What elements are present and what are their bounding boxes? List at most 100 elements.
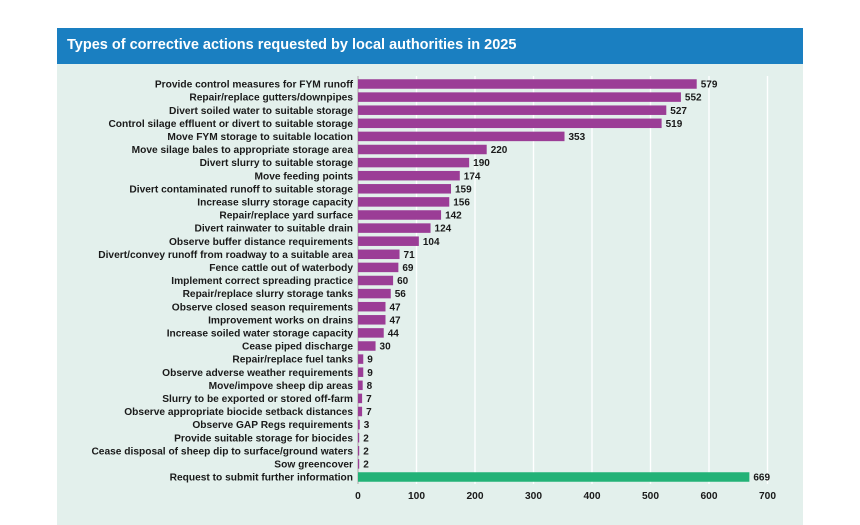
bar	[358, 354, 364, 364]
bar	[358, 315, 386, 325]
bar	[358, 170, 460, 181]
bar	[358, 406, 363, 417]
x-tick-label: 500	[642, 491, 659, 502]
value-label: 44	[388, 329, 400, 340]
value-label: 174	[464, 171, 481, 182]
bar	[358, 380, 363, 391]
bar	[358, 249, 400, 260]
category-label: Observe GAP Regs requirements	[192, 420, 353, 431]
category-label: Move silage bales to appropriate storage…	[132, 145, 354, 156]
x-tick-label: 700	[759, 491, 776, 502]
bar	[358, 288, 391, 299]
value-label: 552	[685, 93, 702, 104]
bar	[358, 131, 565, 142]
x-tick-label: 200	[467, 491, 484, 502]
category-label: Observe appropriate biocide setback dist…	[124, 407, 353, 418]
bar	[358, 419, 360, 430]
category-label: Provide control measures for FYM runoff	[155, 80, 354, 91]
bar	[358, 367, 364, 377]
x-tick-label: 400	[584, 491, 601, 502]
bar	[358, 105, 667, 115]
value-label: 220	[491, 145, 508, 156]
value-label: 579	[701, 80, 718, 91]
category-label: Divert rainwater to suitable drain	[194, 224, 353, 235]
bar	[358, 223, 431, 233]
bar	[358, 301, 386, 312]
value-label: 669	[753, 473, 770, 484]
category-label: Increase slurry storage capacity	[197, 198, 353, 209]
value-label: 142	[445, 211, 462, 222]
bar	[358, 144, 487, 155]
category-label: Repair/replace gutters/downpipes	[189, 93, 353, 104]
value-label: 47	[389, 315, 401, 326]
category-label: Provide suitable storage for biocides	[174, 433, 353, 444]
bar	[358, 184, 452, 194]
category-label: Request to submit further information	[170, 473, 353, 484]
bar	[358, 459, 360, 469]
value-label: 159	[455, 184, 472, 195]
chart-title: Types of corrective actions requested by…	[67, 37, 517, 53]
category-label: Divert slurry to suitable storage	[200, 158, 354, 169]
category-label: Move/impove sheep dip areas	[209, 381, 354, 392]
category-label: Sow greencover	[274, 460, 353, 471]
x-tick-label: 300	[525, 491, 542, 502]
x-tick-label: 100	[408, 491, 425, 502]
value-label: 2	[363, 446, 369, 457]
bar	[358, 79, 697, 89]
bar	[358, 328, 384, 338]
value-label: 2	[363, 433, 369, 444]
value-label: 156	[453, 198, 470, 209]
bar	[358, 118, 662, 129]
category-label: Repair/replace slurry storage tanks	[183, 289, 354, 300]
value-label: 30	[380, 342, 392, 353]
category-label: Repair/replace fuel tanks	[232, 355, 353, 366]
category-label: Improvement works on drains	[208, 315, 353, 326]
category-label: Fence cattle out of waterbody	[209, 263, 353, 274]
category-label: Implement correct spreading practice	[171, 276, 353, 287]
value-label: 527	[670, 106, 687, 117]
category-label: Repair/replace yard surface	[219, 211, 353, 222]
bar	[358, 262, 399, 273]
category-label: Cease disposal of sheep dip to surface/g…	[91, 446, 353, 457]
category-label: Increase soiled water storage capacity	[167, 329, 354, 340]
category-label: Slurry to be exported or stored off-farm	[162, 394, 353, 405]
bar	[358, 236, 419, 246]
category-label: Move feeding points	[255, 171, 354, 182]
value-label: 69	[402, 263, 414, 274]
bar	[358, 393, 363, 404]
chart-header: Types of corrective actions requested by…	[57, 28, 803, 64]
x-tick-label: 600	[701, 491, 718, 502]
bar	[358, 341, 376, 351]
bar	[358, 275, 394, 286]
category-label: Observe closed season requirements	[172, 302, 354, 313]
category-label: Observe adverse weather requirements	[162, 368, 353, 379]
bar	[358, 157, 470, 168]
value-label: 60	[397, 276, 409, 287]
value-label: 56	[395, 289, 407, 300]
bar	[358, 197, 450, 207]
value-label: 190	[473, 158, 490, 169]
category-label: Observe buffer distance requirements	[169, 237, 353, 248]
category-label: Divert/convey runoff from roadway to a s…	[98, 250, 353, 261]
bar	[358, 432, 360, 443]
value-label: 9	[367, 355, 373, 366]
value-label: 124	[435, 224, 452, 235]
value-label: 7	[366, 394, 372, 405]
value-label: 47	[389, 302, 401, 313]
bar	[358, 92, 681, 102]
value-label: 8	[367, 381, 373, 392]
category-label: Move FYM storage to suitable location	[167, 132, 353, 143]
value-label: 2	[363, 460, 369, 471]
category-label: Divert contaminated runoff to suitable s…	[129, 184, 353, 195]
x-tick-label: 0	[355, 491, 361, 502]
bar-chart: Provide control measures for FYM runoff 5…	[91, 76, 776, 502]
category-label: Control silage effluent or divert to sui…	[108, 119, 353, 130]
value-label: 104	[423, 237, 440, 248]
value-label: 7	[366, 407, 372, 418]
value-label: 71	[404, 250, 416, 261]
category-label: Divert soiled water to suitable storage	[169, 106, 353, 117]
value-label: 9	[367, 368, 373, 379]
value-label: 353	[569, 132, 586, 143]
category-label: Cease piped discharge	[242, 342, 353, 353]
value-label: 3	[364, 420, 370, 431]
